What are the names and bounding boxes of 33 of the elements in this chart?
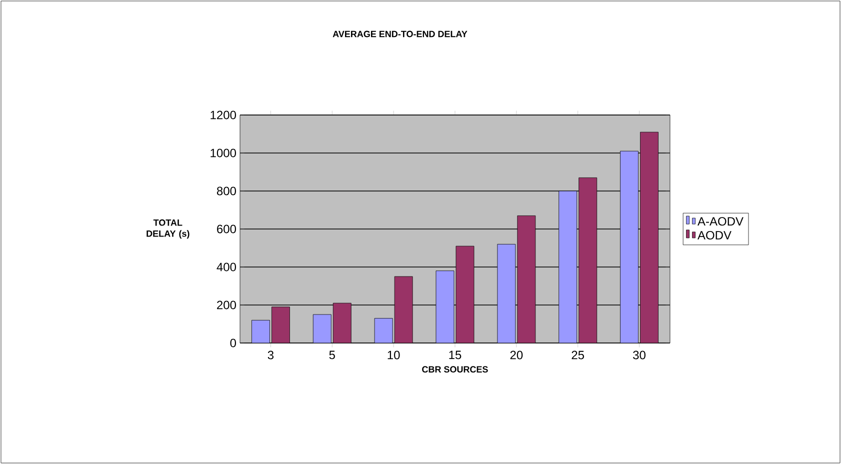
bar	[272, 306, 290, 343]
x-tick-label: 5	[329, 350, 335, 360]
bar	[620, 150, 638, 343]
bar	[640, 132, 658, 343]
chart-title: AVERAGE END-TO-END DELAY	[332, 30, 468, 38]
bar	[436, 270, 454, 343]
bar	[374, 318, 393, 343]
y-tick-label: 600	[217, 224, 236, 234]
x-tick-label: 10	[388, 350, 400, 360]
legend-label: A-AODV	[698, 217, 744, 226]
y-tick-label: 1200	[210, 110, 236, 120]
bar	[456, 246, 474, 343]
bar	[252, 320, 270, 343]
x-tick-label: 20	[510, 350, 523, 360]
y-tick-label: 1000	[210, 148, 236, 158]
bar	[497, 244, 516, 343]
y-tick-label: 400	[216, 262, 236, 272]
x-tick-label: 3	[268, 350, 274, 360]
y-axis-title: TOTAL DELAY (s)	[146, 219, 190, 239]
bar	[578, 178, 597, 343]
bar	[558, 191, 577, 343]
x-tick-label: 15	[449, 350, 462, 360]
y-tick-label: 200	[217, 300, 236, 310]
x-tick-label: 25	[572, 350, 584, 360]
x-tick-label: 30	[633, 350, 646, 360]
bar	[517, 216, 536, 343]
legend-label: AODV	[698, 231, 732, 240]
bar	[313, 314, 332, 343]
y-tick-label: 800	[216, 186, 236, 196]
bar	[333, 303, 352, 343]
bar	[394, 276, 413, 343]
y-tick-label: 0	[230, 338, 236, 348]
x-axis-title: CBR SOURCES	[422, 366, 488, 373]
